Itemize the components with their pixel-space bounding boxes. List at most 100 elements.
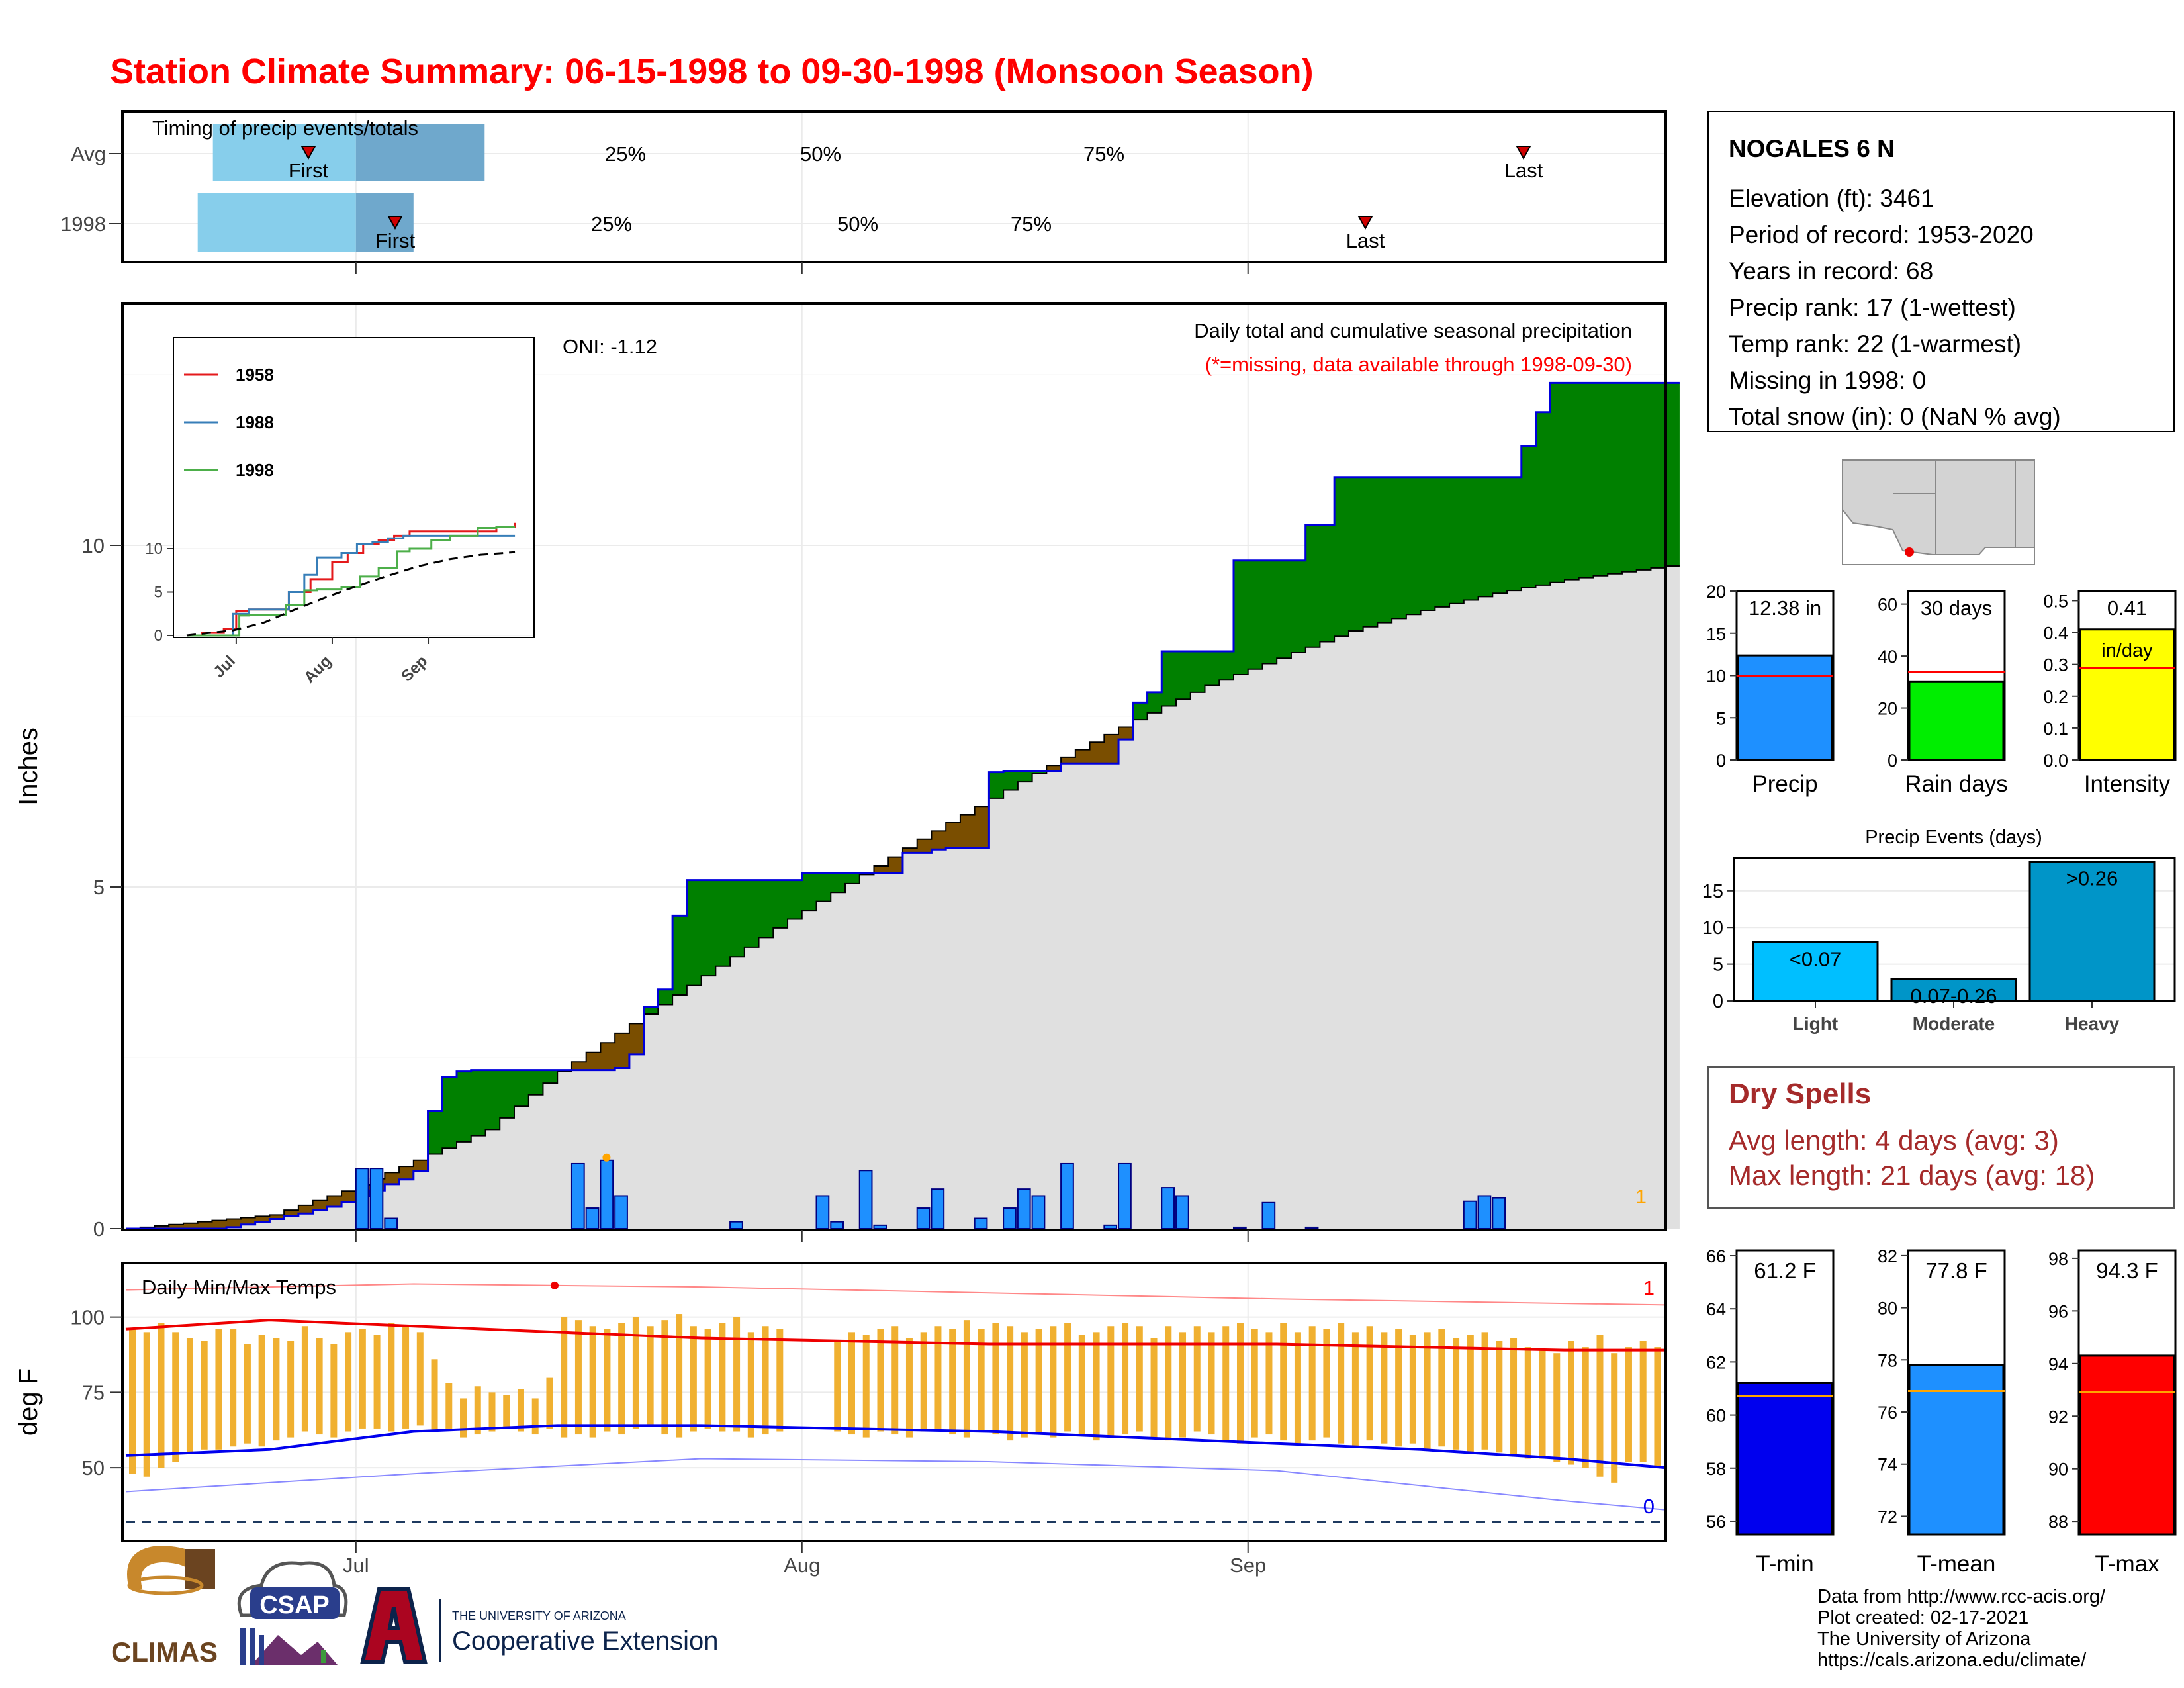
daily-temp-range-bar: [891, 1326, 899, 1435]
temperature-lines: [125, 1281, 1666, 1523]
inset-line-avg: [186, 551, 516, 637]
daily-temp-range-bar: [129, 1329, 136, 1474]
locator-map: [1842, 459, 2035, 565]
daily-temp-range-bar: [1035, 1329, 1042, 1435]
temp-ytick-label: 100: [70, 1306, 105, 1329]
daily-temp-range-bar: [460, 1398, 467, 1438]
timing-first-label: First: [375, 229, 416, 252]
temp-stat-ytick-label: 94: [2048, 1354, 2068, 1374]
station-info-frame: [1707, 111, 2175, 432]
temp-stat-value-label: 94.3 F: [2096, 1258, 2158, 1283]
daily-temp-range-bar: [1611, 1353, 1618, 1483]
timing-label-25: 25%: [605, 142, 646, 165]
temp-stat-ytick-label: 78: [1878, 1350, 1897, 1370]
events-ytick-label: 5: [1713, 955, 1723, 976]
timing-row-label-year: 1998: [60, 212, 106, 236]
timing-bar-50-75: [355, 124, 485, 181]
daily-precip-bar: [600, 1159, 614, 1230]
daily-temp-range-bar: [287, 1341, 295, 1438]
record-high-marker: [551, 1281, 559, 1289]
map-region: [1842, 459, 2035, 555]
daily-temp-range-bar: [1122, 1323, 1129, 1435]
daily-temp-range-bar: [1524, 1347, 1531, 1459]
university-of-arizona-logo: THE UNIVERSITY OF ARIZONA Cooperative Ex…: [360, 1587, 718, 1664]
daily-precip-bar: [1161, 1187, 1175, 1229]
daily-temp-range-bar: [1496, 1341, 1503, 1453]
daily-temp-range-bar: [690, 1326, 697, 1432]
daily-temp-range-bar: [345, 1332, 352, 1432]
daily-precip-bar: [873, 1224, 887, 1229]
daily-temp-range-bar: [719, 1323, 726, 1432]
daily-temp-range-bar: [1351, 1332, 1359, 1447]
legend-label-1988: 1988: [236, 412, 274, 432]
temperature-count-top: 1: [1643, 1276, 1655, 1299]
station-line: Missing in 1998: 0: [1729, 367, 1926, 394]
daily-temp-range-bar: [632, 1317, 639, 1429]
daily-temp-range-bar: [1553, 1353, 1561, 1462]
station-line: Total snow (in): 0 (NaN % avg): [1729, 403, 2061, 430]
inset-legend: 1958 1988 1998: [184, 365, 274, 480]
daily-temp-range-bar: [474, 1386, 481, 1435]
daily-temp-range-bar: [244, 1344, 251, 1444]
csap-logo-text: CSAP: [259, 1591, 330, 1619]
daily-temp-range-bar: [1568, 1341, 1574, 1465]
temp-line-record-max: [125, 1283, 1666, 1306]
temp-stat-value-label: 77.8 F: [1925, 1258, 1987, 1283]
daily-precip-bar: [1103, 1224, 1118, 1229]
inset-ytick-label: 10: [145, 540, 163, 558]
climas-logo-text: CLIMAS: [111, 1636, 218, 1667]
inset-frame: [173, 337, 535, 638]
daily-temp-range-bar: [1294, 1332, 1301, 1444]
daily-temp-range-bar: [862, 1335, 870, 1438]
stat-ytick-label: 0.0: [2043, 751, 2068, 771]
temp-stat-ytick-label: 56: [1706, 1512, 1726, 1532]
daily-temp-range-bar: [316, 1338, 323, 1435]
timing-bar-50-75: [355, 193, 414, 252]
temp-xtick-label: Jul: [343, 1554, 369, 1577]
temp-ytick-label: 75: [82, 1381, 105, 1404]
timing-last-marker: [1516, 146, 1531, 160]
precip-axis-ticks: 0 5 10: [82, 262, 1249, 1242]
daily-temp-range-bar: [1064, 1323, 1071, 1432]
events-bar: [2028, 861, 2156, 1002]
daily-temp-range-bar: [1366, 1326, 1373, 1441]
temp-stat-ytick-label: 98: [2048, 1249, 2068, 1269]
daily-temp-range-bar: [733, 1317, 741, 1432]
daily-temp-range-bar: [330, 1344, 338, 1438]
daily-precip-bar: [1118, 1162, 1132, 1229]
daily-temp-range-bar: [531, 1398, 539, 1435]
daily-precip-bar: [1175, 1195, 1189, 1229]
credit-line: Plot created: 02-17-2021: [1817, 1607, 2028, 1628]
timing-label-75: 75%: [1011, 212, 1052, 236]
daily-temp-range-bar: [848, 1332, 855, 1435]
daily-temp-range-bar: [618, 1323, 625, 1435]
temperature-count-bottom: 0: [1643, 1495, 1655, 1518]
daily-temp-range-bar: [359, 1329, 366, 1429]
temp-stat-ytick-label: 82: [1878, 1246, 1897, 1266]
daily-temp-bars: [129, 1314, 1661, 1483]
stat-unit-label: in/day: [2101, 640, 2153, 661]
daily-temp-range-bar: [1222, 1326, 1230, 1441]
stat-category-label: Intensity: [2084, 771, 2171, 797]
dry-spells-box: Dry Spells Avg length: 4 days (avg: 3) M…: [1707, 1066, 2175, 1209]
precip-ytick-label: 0: [93, 1217, 105, 1241]
events-frame: [1733, 857, 2176, 1002]
temp-stat-bar: [1908, 1364, 2005, 1536]
inset-ytick-label: 5: [154, 584, 163, 602]
timing-first-marker: [300, 146, 316, 160]
station-line: Period of record: 1953-2020: [1729, 221, 2034, 248]
daily-temp-range-bar: [1338, 1323, 1345, 1444]
temperature-ylabel: deg F: [14, 1368, 43, 1436]
daily-temp-range-bar: [1021, 1332, 1028, 1438]
daily-temp-range-bar: [1179, 1332, 1187, 1438]
credit-line: Data from http://www.rcc-acis.org/: [1817, 1586, 2106, 1607]
daily-temp-range-bar: [158, 1323, 165, 1468]
timing-label-50: 50%: [837, 212, 878, 236]
stat-ytick-label: 0: [1716, 751, 1726, 771]
temp-line-avg-max: [125, 1319, 1666, 1352]
daily-temp-range-bar: [1381, 1332, 1388, 1444]
daily-temp-range-bar: [949, 1329, 956, 1435]
daily-temp-range-bar: [647, 1326, 654, 1426]
stat-category-label: Precip: [1752, 771, 1817, 797]
